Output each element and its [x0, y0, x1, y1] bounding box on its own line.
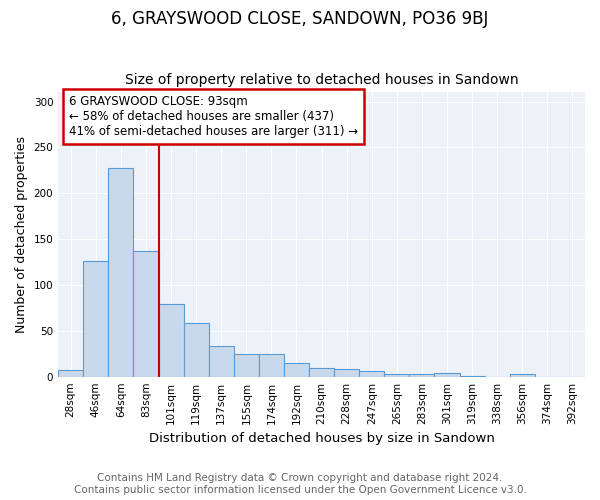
Bar: [409, 374, 434, 376]
Bar: [284, 363, 309, 376]
Y-axis label: Number of detached properties: Number of detached properties: [15, 136, 28, 333]
Bar: [334, 370, 359, 376]
X-axis label: Distribution of detached houses by size in Sandown: Distribution of detached houses by size …: [149, 432, 494, 445]
Bar: [259, 354, 284, 376]
Bar: [234, 354, 259, 376]
Bar: [510, 374, 535, 376]
Bar: [359, 371, 385, 376]
Title: Size of property relative to detached houses in Sandown: Size of property relative to detached ho…: [125, 73, 518, 87]
Text: 6, GRAYSWOOD CLOSE, SANDOWN, PO36 9BJ: 6, GRAYSWOOD CLOSE, SANDOWN, PO36 9BJ: [112, 10, 488, 28]
Bar: [109, 168, 133, 376]
Bar: [385, 374, 409, 376]
Text: Contains HM Land Registry data © Crown copyright and database right 2024.
Contai: Contains HM Land Registry data © Crown c…: [74, 474, 526, 495]
Bar: [434, 373, 460, 376]
Bar: [158, 304, 184, 376]
Bar: [133, 251, 158, 376]
Bar: [83, 261, 109, 376]
Bar: [58, 370, 83, 376]
Bar: [309, 368, 334, 376]
Bar: [184, 324, 209, 376]
Bar: [209, 346, 234, 376]
Text: 6 GRAYSWOOD CLOSE: 93sqm
← 58% of detached houses are smaller (437)
41% of semi-: 6 GRAYSWOOD CLOSE: 93sqm ← 58% of detach…: [69, 95, 358, 138]
